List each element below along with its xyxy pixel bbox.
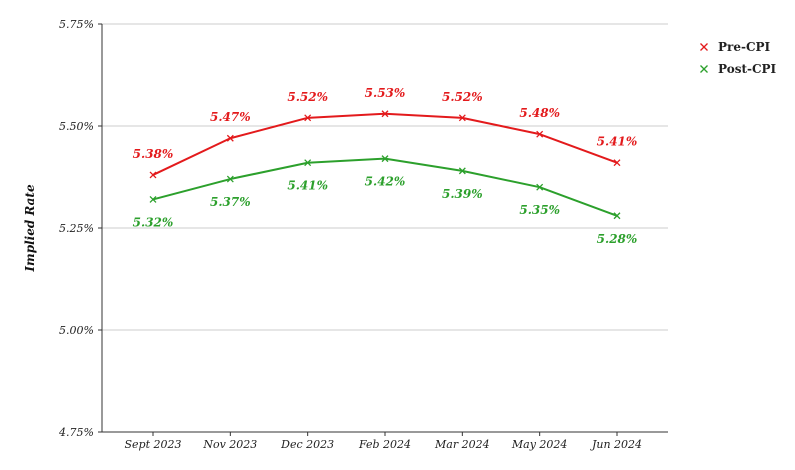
data-label: 5.38%	[133, 147, 174, 161]
x-tick-label: Nov 2023	[202, 438, 257, 451]
x-tick-label: Sept 2023	[125, 438, 182, 451]
y-tick-label: 5.25%	[59, 222, 94, 235]
data-label: 5.37%	[210, 195, 251, 209]
data-point-marker	[381, 155, 389, 163]
data-label: 5.28%	[597, 232, 638, 246]
data-point-marker	[226, 175, 234, 183]
data-label: 5.41%	[287, 179, 328, 193]
data-label: 5.39%	[442, 187, 483, 201]
legend-item: Pre-CPI	[700, 40, 771, 54]
legend-item: Post-CPI	[700, 62, 777, 76]
legend-marker-icon	[700, 43, 708, 51]
x-tick-label: Jun 2024	[590, 438, 642, 451]
series-group: 5.38%5.47%5.52% 5.53% 5.52%5.48%5.41%5.32%…	[133, 86, 638, 246]
data-point-marker	[149, 195, 157, 203]
axes: 4.75% 5.00% 5.25% 5.50% 5.75% Sept 2023 Nov 20…	[58, 18, 668, 451]
data-point-marker	[613, 159, 621, 167]
y-tick-label: 4.75%	[58, 426, 94, 439]
data-point-marker	[149, 171, 157, 179]
data-label: 5.48%	[519, 106, 560, 120]
x-tick-label: Dec 2023	[280, 438, 334, 451]
y-tick-label: 5.00%	[59, 324, 94, 337]
data-label: 5.53%	[365, 86, 406, 100]
data-label: 5.35%	[519, 203, 560, 217]
data-point-marker	[613, 212, 621, 220]
legend: Pre-CPI Post-CPI	[700, 40, 777, 76]
data-label: 5.32%	[133, 215, 174, 229]
x-tick-label: May 2024	[511, 438, 568, 451]
x-tick-label: Mar 2024	[434, 438, 490, 451]
y-tick-label: 5.75%	[59, 18, 94, 31]
legend-label: Pre-CPI	[718, 40, 771, 54]
legend-marker-icon	[700, 65, 708, 73]
data-point-marker	[381, 110, 389, 118]
data-point-marker	[536, 130, 544, 138]
data-label: 5.47%	[210, 110, 251, 124]
x-tick-label: Feb 2024	[358, 438, 411, 451]
series-post-cpi: 5.32% 5.37% 5.41% 5.42% 5.39% 5.35% 5.28%	[133, 155, 638, 246]
data-label: 5.42%	[365, 175, 406, 189]
data-label: 5.52%	[287, 90, 328, 104]
series-pre-cpi: 5.38% 5.47% 5.52% 5.53% 5.52% 5.48% 5.41%	[133, 86, 638, 179]
data-point-marker	[226, 134, 234, 142]
data-label: 5.52%	[442, 90, 483, 104]
data-point-marker	[458, 114, 466, 122]
data-label: 5.41%	[597, 135, 638, 149]
legend-label: Post-CPI	[718, 62, 777, 76]
y-axis-title: Implied Rate	[23, 184, 37, 273]
data-point-marker	[458, 167, 466, 175]
data-point-marker	[304, 114, 312, 122]
y-tick-label: 5.50%	[59, 120, 94, 133]
data-point-marker	[304, 159, 312, 167]
data-point-marker	[536, 183, 544, 191]
